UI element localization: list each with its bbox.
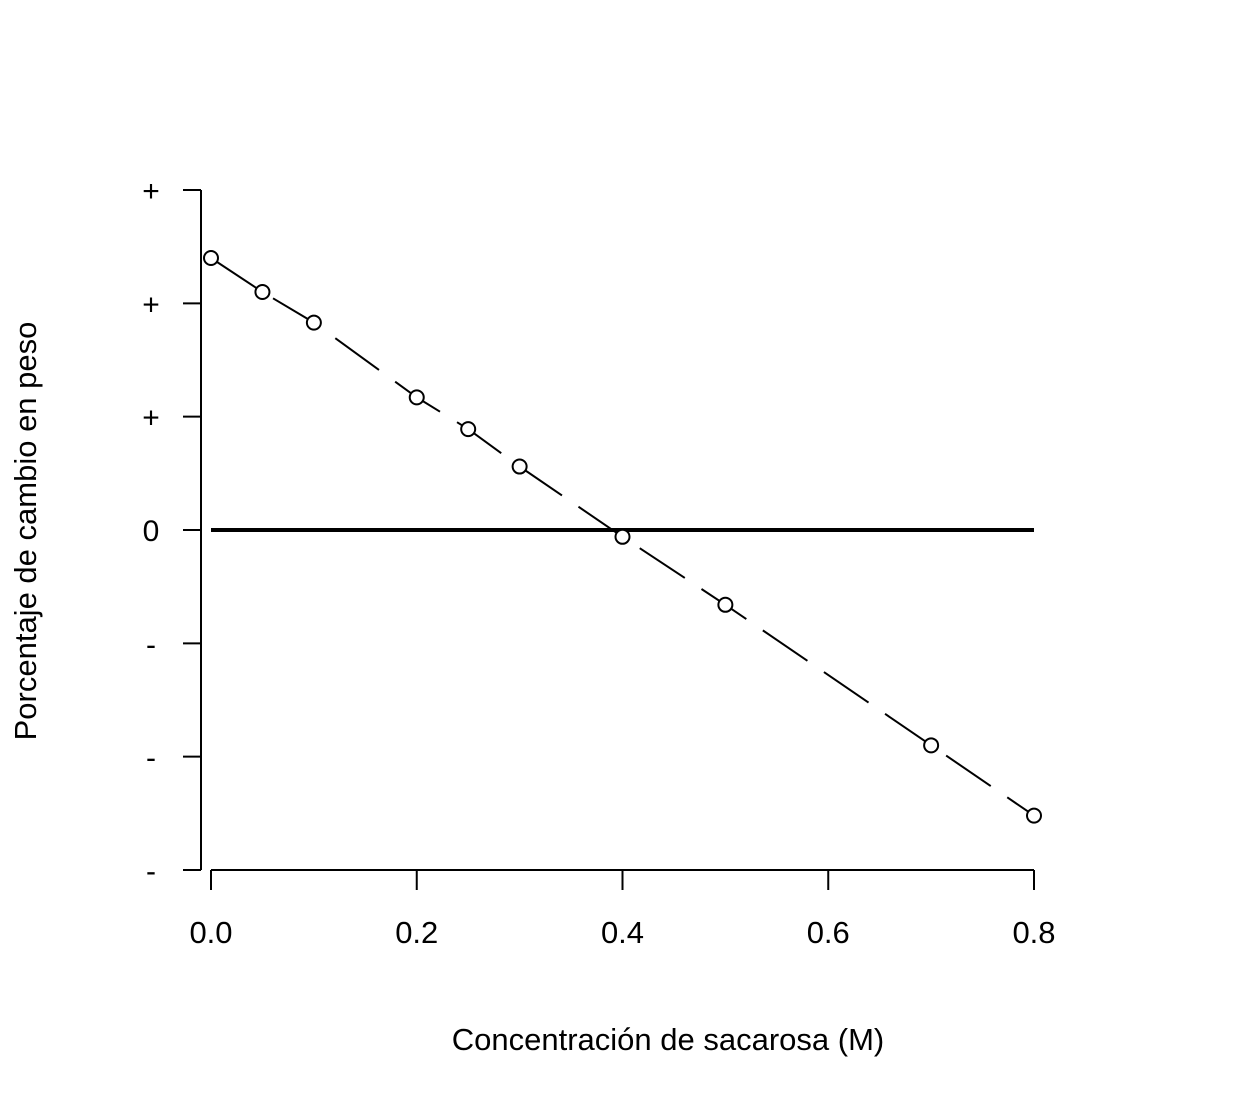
- y-tick-label: -: [146, 628, 156, 661]
- x-tick-label: 0.8: [1012, 915, 1055, 950]
- x-axis-ticks: 0.0 0.2 0.4 0.6 0.8: [189, 870, 1056, 950]
- data-point: [511, 458, 528, 475]
- y-tick-label: -: [146, 855, 156, 888]
- y-tick-label: -: [146, 742, 156, 775]
- data-point: [460, 421, 477, 438]
- y-axis-ticks: + + +0 - - -: [142, 175, 201, 888]
- data-point: [408, 389, 425, 406]
- y-tick-label: +: [142, 288, 160, 321]
- data-point: [717, 596, 734, 613]
- y-tick-label: 0: [143, 515, 160, 548]
- x-tick-label: 0.0: [189, 915, 232, 950]
- x-tick-label: 0.6: [807, 915, 850, 950]
- data-point: [203, 250, 219, 266]
- x-axis-label: Concentración de sacarosa (M): [452, 1022, 884, 1057]
- data-point: [614, 528, 631, 545]
- data-points: [203, 250, 1042, 824]
- x-tick-label: 0.2: [395, 915, 438, 950]
- x-tick-label: 0.4: [601, 915, 644, 950]
- y-axis-label: Porcentaje de cambio en peso: [8, 322, 43, 741]
- data-point: [923, 737, 940, 754]
- data-point: [1026, 807, 1042, 824]
- y-tick-label: +: [142, 402, 160, 435]
- y-tick-label: +: [142, 175, 160, 208]
- data-point: [254, 284, 271, 300]
- series-line: [210, 257, 1035, 817]
- data-point: [305, 314, 322, 331]
